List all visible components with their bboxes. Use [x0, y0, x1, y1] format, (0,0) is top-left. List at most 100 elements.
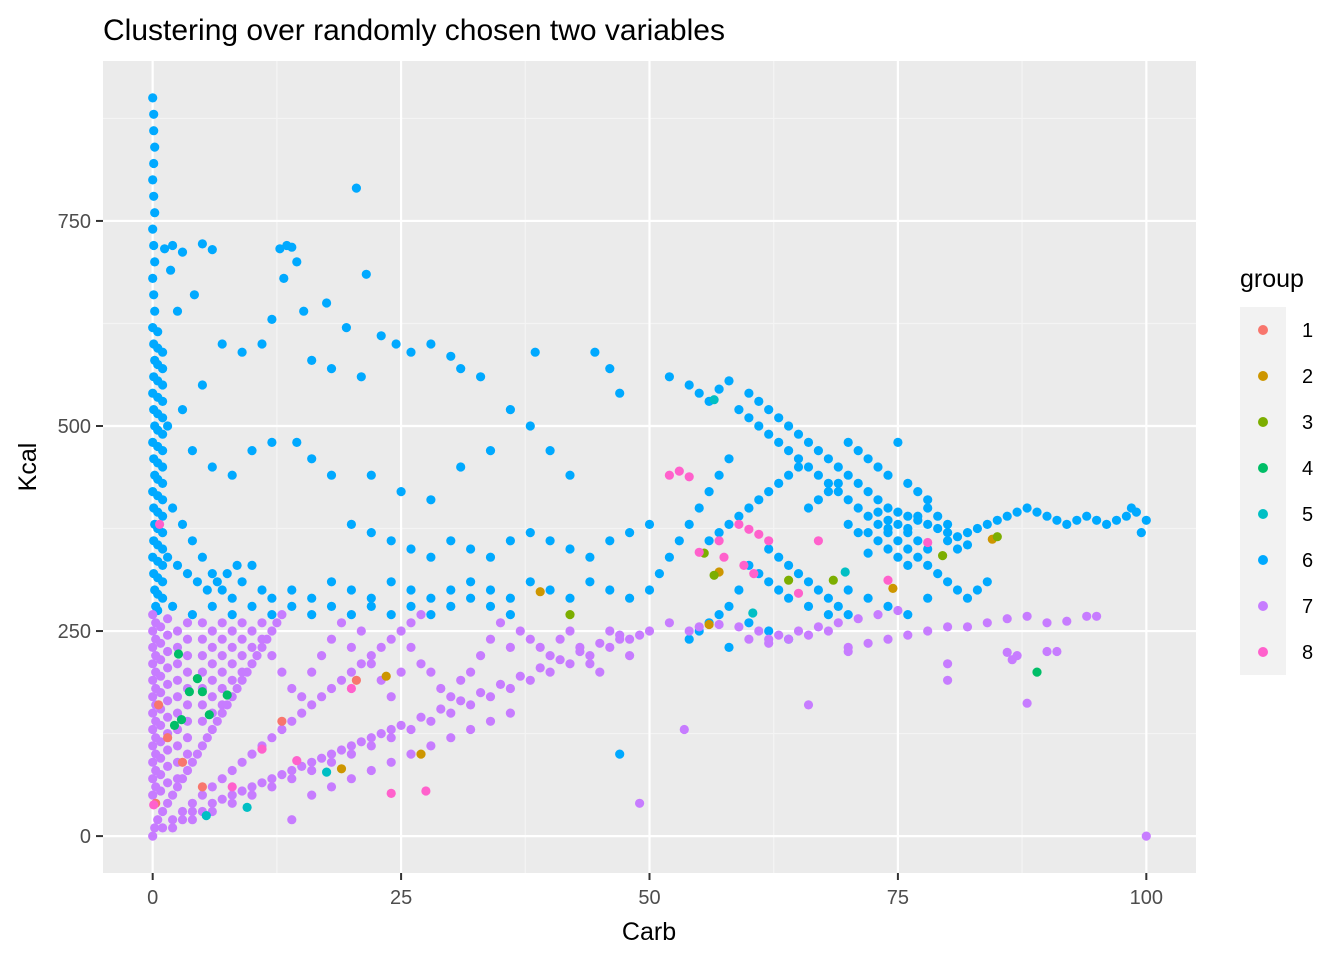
point-group-7 — [227, 675, 237, 685]
point-group-6 — [466, 577, 476, 587]
point-group-6 — [823, 610, 834, 620]
y-tick-label: 250 — [58, 621, 91, 643]
point-group-7 — [247, 626, 257, 636]
point-group-6 — [177, 247, 188, 257]
point-group-6 — [446, 585, 456, 595]
point-group-7 — [505, 708, 515, 718]
point-group-7 — [257, 778, 267, 788]
point-group-6 — [307, 355, 317, 365]
point-group-6 — [247, 560, 257, 571]
point-group-7 — [615, 630, 625, 640]
point-group-6 — [734, 405, 744, 415]
point-group-7 — [247, 782, 257, 792]
point-group-7 — [182, 733, 193, 743]
point-group-7 — [148, 659, 158, 669]
point-group-7 — [336, 618, 347, 628]
point-group-8 — [257, 744, 267, 754]
point-group-7 — [207, 782, 217, 792]
point-group-2 — [535, 587, 545, 597]
point-group-7 — [495, 679, 506, 690]
point-group-6 — [565, 470, 575, 480]
point-group-6 — [793, 454, 804, 464]
point-group-4 — [1032, 667, 1042, 677]
point-group-7 — [684, 626, 694, 636]
point-group-7 — [182, 651, 193, 661]
point-group-7 — [356, 626, 366, 636]
point-group-6 — [803, 437, 814, 447]
point-group-6 — [764, 429, 774, 439]
point-group-7 — [307, 667, 317, 677]
point-group-7 — [495, 618, 506, 628]
point-group-6 — [153, 556, 163, 566]
point-group-7 — [386, 733, 396, 743]
y-axis: 0 250 500 750 — [58, 211, 103, 848]
point-group-6 — [279, 273, 289, 283]
point-group-1 — [277, 716, 287, 726]
point-group-6 — [148, 93, 158, 103]
point-group-6 — [873, 495, 883, 505]
point-group-6 — [545, 536, 555, 546]
point-group-7 — [217, 618, 227, 628]
point-group-5 — [748, 608, 758, 618]
point-group-6 — [267, 593, 277, 603]
point-group-7 — [237, 667, 247, 677]
point-group-6 — [153, 376, 163, 386]
point-group-6 — [307, 610, 317, 620]
point-group-6 — [853, 478, 863, 488]
point-group-7 — [307, 700, 317, 710]
point-group-6 — [1042, 511, 1052, 521]
point-group-6 — [426, 339, 436, 349]
point-group-7 — [252, 651, 262, 661]
point-group-5 — [709, 395, 719, 405]
point-group-7 — [277, 610, 287, 620]
point-group-7 — [163, 630, 173, 640]
point-group-6 — [923, 495, 933, 505]
point-group-6 — [267, 314, 277, 324]
point-group-6 — [207, 462, 217, 472]
point-group-6 — [160, 244, 170, 254]
point-group-6 — [803, 503, 814, 513]
point-group-6 — [177, 405, 188, 415]
point-group-4 — [184, 687, 194, 697]
point-group-6 — [843, 437, 853, 447]
point-group-6 — [366, 470, 376, 480]
point-group-8 — [764, 536, 774, 546]
point-group-6 — [1002, 511, 1012, 521]
point-group-6 — [153, 409, 163, 419]
point-group-7 — [148, 724, 158, 735]
point-group-6 — [883, 544, 893, 554]
point-group-7 — [267, 651, 277, 661]
point-group-7 — [217, 667, 227, 677]
point-group-8 — [346, 683, 356, 694]
point-group-7 — [595, 667, 605, 677]
point-group-6 — [952, 544, 963, 554]
point-group-7 — [803, 700, 814, 710]
point-group-7 — [227, 659, 237, 669]
point-group-7 — [366, 651, 376, 661]
point-group-2 — [416, 749, 426, 759]
point-group-6 — [150, 257, 160, 267]
point-group-6 — [545, 585, 555, 595]
point-group-6 — [724, 642, 734, 653]
point-group-6 — [207, 245, 217, 255]
point-group-6 — [565, 593, 575, 603]
point-group-7 — [148, 626, 158, 636]
point-group-6 — [1032, 507, 1042, 517]
point-group-6 — [933, 523, 943, 534]
point-group-6 — [972, 523, 983, 534]
point-group-6 — [754, 495, 764, 505]
point-group-6 — [625, 593, 635, 603]
point-group-6 — [153, 474, 163, 484]
y-tick-label: 500 — [58, 416, 91, 438]
point-group-6 — [406, 585, 416, 595]
point-group-6 — [903, 610, 913, 620]
point-group-6 — [232, 560, 242, 571]
point-group-7 — [1002, 614, 1012, 624]
point-group-7 — [446, 708, 456, 718]
point-group-6 — [222, 569, 232, 579]
point-group-6 — [654, 569, 665, 579]
point-group-7 — [287, 774, 297, 784]
point-group-6 — [903, 523, 913, 534]
point-group-7 — [1141, 831, 1151, 841]
